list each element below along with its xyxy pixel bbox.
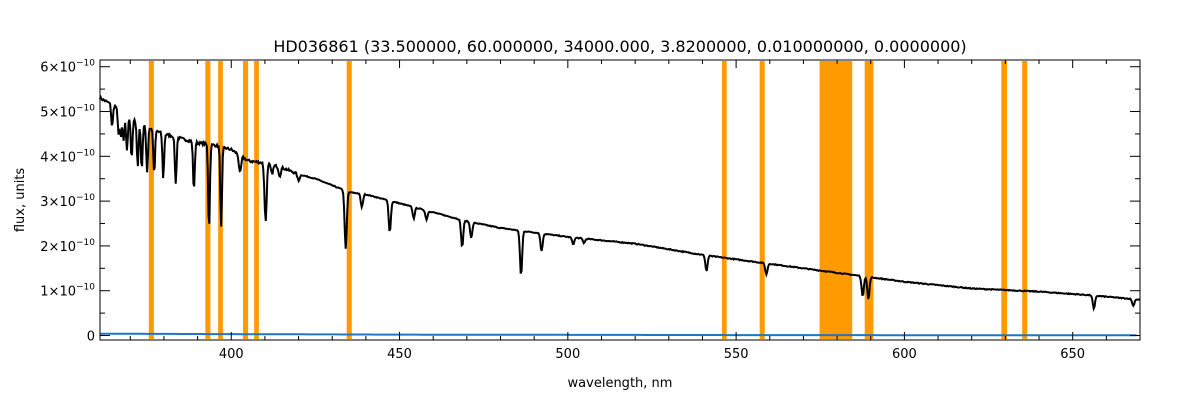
y-tick-label: 2×10−10	[40, 238, 95, 255]
masked-region-0	[148, 61, 154, 339]
masked-region-3	[243, 61, 249, 339]
x-tick-label: 500	[555, 347, 580, 362]
x-tick-label: 550	[724, 347, 749, 362]
x-tick-label: 450	[387, 347, 412, 362]
y-tick-label: 0	[87, 330, 95, 345]
x-tick-label: 600	[892, 347, 917, 362]
masked-region-4	[254, 61, 259, 339]
plot-frame	[99, 59, 1141, 341]
masked-region-11	[1022, 61, 1028, 339]
masked-region-5	[346, 61, 352, 339]
chart-title: HD036861 (33.500000, 60.000000, 34000.00…	[273, 37, 966, 56]
y-tick-label: 4×10−10	[40, 148, 95, 165]
masked-regions	[148, 61, 1028, 339]
masked-region-9	[864, 61, 874, 339]
masked-region-7	[759, 61, 765, 339]
series-layer	[99, 94, 1141, 337]
spectrum-line	[99, 94, 1141, 312]
y-tick-label: 6×10−10	[40, 59, 95, 76]
y-tick-label: 3×10−10	[40, 193, 95, 210]
y-tick-label: 5×10−10	[40, 104, 95, 121]
masked-region-10	[1001, 61, 1008, 339]
x-tick-label: 400	[219, 347, 244, 362]
x-tick-label: 650	[1060, 347, 1085, 362]
error-line	[100, 332, 1137, 337]
x-axis: 400 450 500 550 600 650	[129, 60, 1141, 362]
x-axis-label: wavelength, nm	[568, 376, 673, 391]
y-tick-label: 1×10−10	[40, 283, 95, 300]
masked-region-6	[721, 61, 727, 339]
y-axis-label: flux, units	[13, 168, 28, 233]
y-axis: 0 1×10−10 2×10−10 3×10−10 4×10−10 5×10−10 6×10…	[40, 59, 1140, 345]
masked-region-8	[819, 61, 853, 339]
